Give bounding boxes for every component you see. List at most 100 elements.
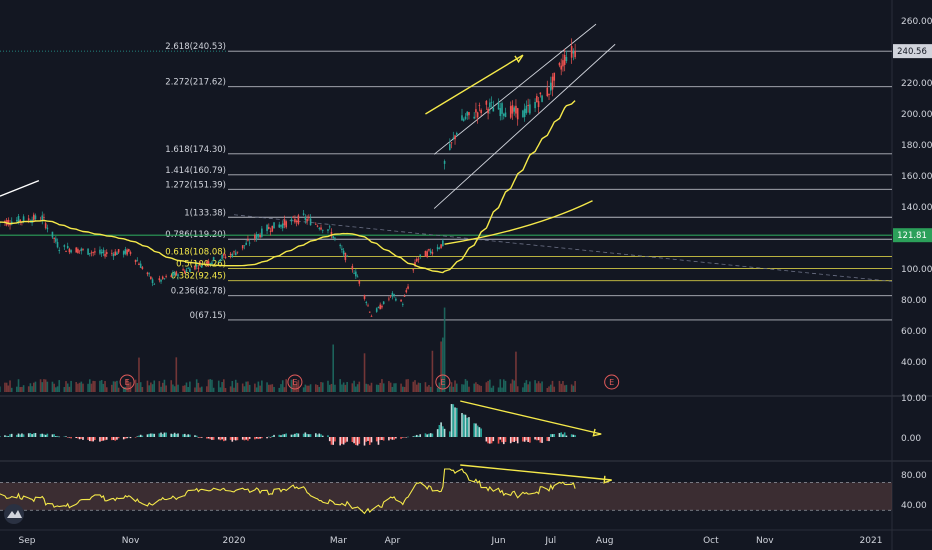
macd-histogram-bar bbox=[44, 434, 47, 437]
volume-bar bbox=[539, 383, 542, 392]
candle-body bbox=[9, 224, 11, 226]
candle-body bbox=[332, 236, 335, 239]
macd-histogram-bar bbox=[306, 433, 308, 437]
fibonacci-retracement[interactable]: 2.618(240.53) 2.272(217.62) 1.618(174.30) 1… bbox=[0, 42, 892, 321]
macd-histogram-bar bbox=[217, 437, 220, 440]
volume-bar bbox=[257, 381, 260, 392]
macd-histogram-bar bbox=[68, 437, 71, 438]
volume-bar bbox=[523, 382, 526, 392]
macd-histogram-bar bbox=[197, 437, 200, 438]
volume-bar bbox=[315, 384, 317, 392]
volume-bar bbox=[105, 387, 108, 392]
annotations bbox=[425, 54, 612, 484]
trend-channel[interactable] bbox=[0, 23, 893, 282]
volume-bar bbox=[529, 381, 531, 392]
candle-body bbox=[105, 252, 108, 255]
volume-bar bbox=[388, 381, 390, 392]
volume-bar bbox=[525, 380, 528, 392]
fib-level-label: 0.618(108.08) bbox=[165, 247, 226, 257]
macd-histogram-bar bbox=[429, 433, 432, 437]
candle-body bbox=[281, 223, 284, 229]
macd-histogram-bar bbox=[0, 436, 1, 437]
macd-histogram-bar bbox=[285, 433, 288, 437]
volume-bar bbox=[367, 384, 369, 392]
volume-bar bbox=[212, 387, 215, 392]
candle-body bbox=[395, 298, 397, 301]
volume-bar bbox=[377, 384, 380, 392]
candle-body bbox=[80, 248, 83, 251]
macd-histogram-bar bbox=[476, 425, 479, 437]
volume-bar bbox=[21, 386, 23, 392]
volume-bar bbox=[241, 383, 244, 392]
fib-level-label: 1(133.38) bbox=[184, 208, 226, 218]
candle-body bbox=[464, 116, 467, 119]
candle-body bbox=[304, 216, 307, 221]
macd-histogram-bar bbox=[546, 437, 549, 441]
volume-bar bbox=[281, 380, 284, 392]
macd-histogram-bar bbox=[78, 437, 81, 440]
volume-bar bbox=[462, 384, 465, 392]
macd-histogram-bar bbox=[351, 437, 354, 442]
candle-body bbox=[248, 242, 251, 244]
volume-bar bbox=[403, 386, 406, 392]
volume-bar bbox=[536, 383, 538, 392]
tradingview-logo[interactable] bbox=[4, 504, 24, 524]
macd-histogram-bar bbox=[211, 437, 213, 440]
candle-body bbox=[51, 231, 54, 238]
candle-body bbox=[241, 245, 244, 249]
volume-bar bbox=[102, 383, 105, 392]
candle-body bbox=[247, 239, 249, 241]
macd-histogram-bar bbox=[563, 432, 566, 437]
macd-histogram-bar bbox=[134, 437, 137, 438]
rsi-panel bbox=[0, 468, 892, 515]
volume-bar bbox=[153, 380, 156, 392]
volume-bar bbox=[39, 379, 42, 392]
price-axis: 260.00240.00220.00200.00180.00160.00140.… bbox=[901, 17, 932, 511]
candle-body bbox=[224, 256, 227, 259]
candle-body bbox=[407, 286, 409, 289]
candle-body bbox=[419, 254, 422, 256]
volume-bar bbox=[9, 380, 11, 392]
volume-bar bbox=[436, 387, 439, 392]
candle-body bbox=[438, 248, 441, 250]
macd-histogram-bar bbox=[21, 433, 23, 437]
macd-histogram-bar bbox=[292, 434, 294, 437]
volume-bar bbox=[245, 381, 247, 392]
candle-body bbox=[92, 252, 94, 253]
volume-bar bbox=[290, 379, 293, 392]
volume-bar bbox=[170, 380, 173, 392]
candle-body bbox=[414, 262, 416, 266]
macd-histogram-bar bbox=[536, 437, 538, 441]
candle-body bbox=[78, 250, 81, 252]
candle-body bbox=[271, 225, 274, 232]
macd-histogram-bar bbox=[55, 436, 57, 437]
volume-bar bbox=[248, 384, 251, 392]
candle-body bbox=[41, 215, 44, 220]
volume-bar bbox=[473, 383, 475, 392]
volume-bar bbox=[414, 380, 416, 392]
macd-histogram-bar bbox=[461, 413, 463, 437]
macd-histogram-bar bbox=[356, 437, 359, 446]
candle-body bbox=[102, 249, 105, 254]
macd-histogram-bar bbox=[497, 437, 500, 444]
macd-histogram-bar bbox=[548, 437, 550, 442]
fib-level-label: 1.414(160.79) bbox=[165, 166, 226, 176]
volume-bar bbox=[126, 379, 128, 392]
macd-histogram-bar bbox=[117, 437, 120, 439]
volume-bar bbox=[273, 386, 275, 392]
volume-bar bbox=[516, 386, 519, 392]
candle-body bbox=[351, 266, 354, 270]
macd-histogram-bar bbox=[315, 433, 317, 437]
candle-body bbox=[278, 224, 281, 228]
volume-bar bbox=[224, 387, 227, 392]
macd-histogram-bar bbox=[19, 434, 22, 437]
volume-bar bbox=[489, 379, 491, 392]
candle-body bbox=[449, 143, 451, 150]
macd-histogram-bar bbox=[56, 435, 59, 437]
volume-bar bbox=[407, 379, 409, 392]
candle-body bbox=[34, 215, 37, 220]
macd-histogram-bar bbox=[294, 433, 296, 437]
candle-body bbox=[16, 220, 18, 222]
